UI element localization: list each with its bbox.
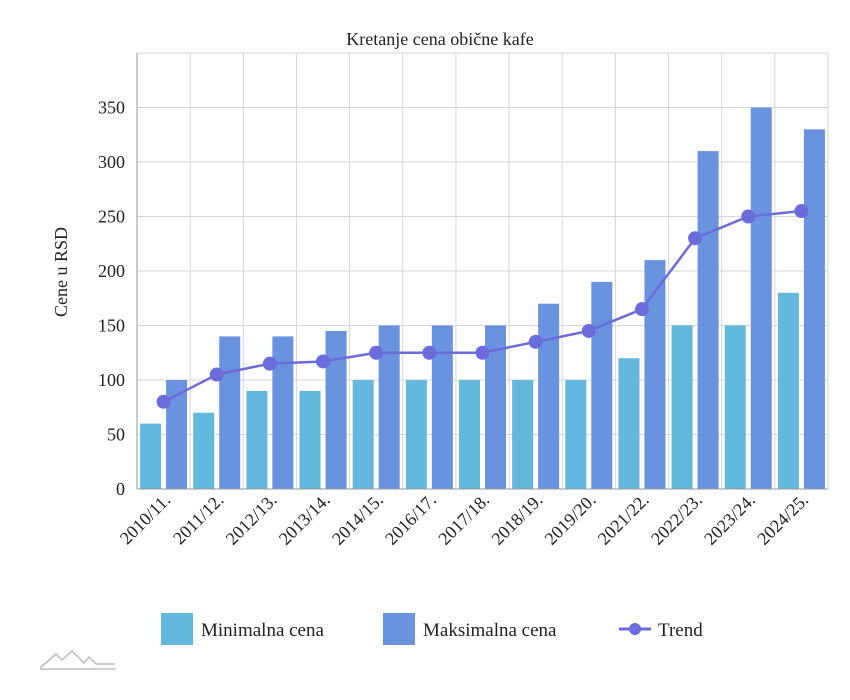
x-axis-ticks: 2010/11.2011/12.2012/13.2013/14.2014/15.… [116,490,812,549]
bar-maksimalna-cena [485,325,506,489]
x-tick-label: 2016/17. [381,490,440,549]
trend-point [209,367,224,382]
legend-label-trend: Trend [658,620,703,641]
legend-swatch-minimalna [161,613,193,645]
y-tick-label: 50 [107,425,125,445]
bar-minimalna-cena [140,423,162,489]
bars-layer [140,107,825,490]
x-tick-label: 2018/19. [487,490,546,549]
bar-maksimalna-cena [166,380,188,489]
axis-layer [136,53,828,490]
chart-title: Kretanje cena obične kafe [346,29,533,49]
mountain-logo-icon [39,649,116,670]
legend: Minimalna cena Maksimalna cena Trend [161,613,703,645]
trend-point [316,354,331,369]
legend-item-trend[interactable]: Trend [619,620,703,641]
grid-layer [136,52,829,490]
y-tick-label: 300 [98,152,125,172]
y-axis-ticks: 0 50 100 150 200 250 300 350 [98,98,125,500]
trend-point [156,394,171,409]
x-tick-label: 2024/25. [753,490,812,549]
trend-point [528,334,543,349]
bar-minimalna-cena [459,380,480,489]
bar-minimalna-cena [246,390,268,489]
bar-maksimalna-cena [538,303,560,489]
bar-minimalna-cena [724,325,746,489]
bar-maksimalna-cena [644,260,666,489]
bar-maksimalna-cena [325,330,347,489]
bar-minimalna-cena [352,380,374,489]
bar-minimalna-cena [565,380,587,489]
x-tick-label: 2013/14. [275,490,334,549]
bar-minimalna-cena [193,412,215,489]
bar-maksimalna-cena [431,325,453,489]
bar-maksimalna-cena [803,129,825,490]
trend-point [634,302,649,317]
bar-maksimalna-cena [219,336,241,489]
y-tick-label: 200 [98,261,125,281]
trend-point [475,345,490,360]
y-tick-label: 100 [98,370,125,390]
bar-maksimalna-cena [591,281,613,489]
bar-maksimalna-cena [378,325,400,489]
legend-label-maksimalna: Maksimalna cena [423,620,557,641]
x-tick-label: 2012/13. [222,490,281,549]
x-tick-label: 2021/22. [594,490,653,549]
bar-maksimalna-cena [697,151,719,489]
bar-minimalna-cena [618,358,640,489]
x-tick-label: 2011/12. [169,490,228,549]
trend-point [422,345,437,360]
trend-point [688,231,703,246]
trend-point [741,209,756,224]
y-tick-label: 250 [98,207,125,227]
x-tick-label: 2023/24. [700,490,759,549]
legend-marker-trend [629,623,641,635]
x-tick-label: 2014/15. [328,490,387,549]
bar-minimalna-cena [777,292,799,489]
bar-minimalna-cena [299,390,321,489]
trend-point [581,323,596,338]
x-tick-label: 2022/23. [647,490,706,549]
bar-minimalna-cena [405,380,427,489]
bar-maksimalna-cena [272,336,294,489]
legend-item-maksimalna[interactable]: Maksimalna cena [383,613,557,645]
trend-point [262,356,277,371]
legend-label-minimalna: Minimalna cena [201,620,324,641]
trend-point [369,345,384,360]
bar-minimalna-cena [512,380,534,489]
legend-item-minimalna[interactable]: Minimalna cena [161,613,324,645]
y-axis-label: Cene u RSD [51,227,71,317]
legend-swatch-maksimalna [383,613,415,645]
bar-maksimalna-cena [750,107,772,489]
trend-line-layer [156,204,809,409]
y-tick-label: 350 [98,98,125,118]
x-tick-label: 2017/18. [434,490,493,549]
trend-point [794,204,809,219]
y-tick-label: 150 [98,316,125,336]
y-tick-label: 0 [116,479,125,499]
x-tick-label: 2019/20. [541,490,600,549]
bar-minimalna-cena [671,325,693,489]
